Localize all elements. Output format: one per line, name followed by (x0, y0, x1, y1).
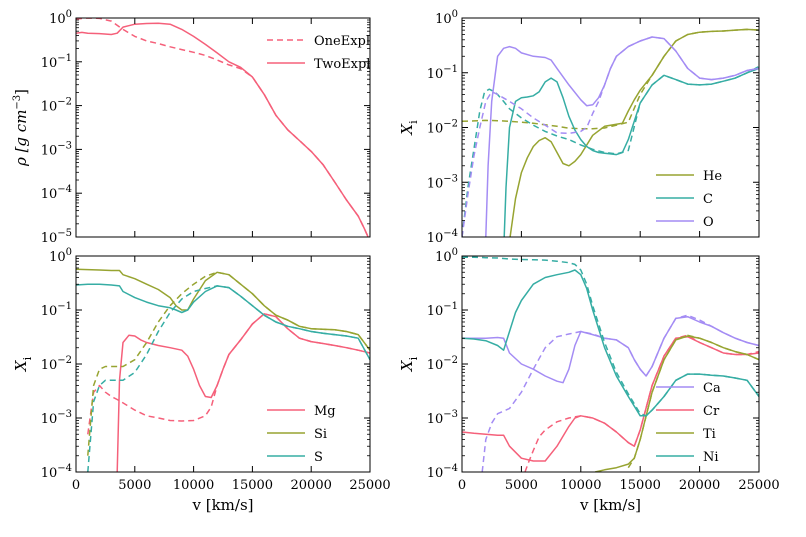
y-tick-label: 10−4 (41, 184, 72, 202)
y-tick-label: 10−4 (427, 463, 458, 481)
y-tick-label: 100 (49, 9, 72, 27)
series-line-o-solid (485, 36, 759, 237)
series-line-o-dashed (462, 36, 759, 237)
legend: He CO (656, 169, 722, 230)
x-tick-label: 20000 (679, 478, 720, 493)
y-tick-label: 10−3 (427, 409, 458, 427)
series-line-cr-dashed (524, 334, 759, 472)
series-line-oneexpl-dashed (76, 18, 369, 237)
x-tick-label: 25000 (349, 478, 390, 493)
legend-label-c: C (703, 192, 713, 207)
y-tick-label: 100 (435, 247, 458, 265)
y-tick-label: 10−4 (427, 228, 458, 246)
x-tick-label: 25000 (738, 478, 779, 493)
legend-label-si: Si (314, 427, 327, 442)
y-tick-label: 100 (435, 9, 458, 27)
series-line-ni-dashed (462, 256, 759, 417)
y-tick-label: 10−2 (427, 119, 458, 137)
series-line-ti-dashed (627, 334, 759, 469)
x-tick-label: 10000 (173, 478, 214, 493)
panel-bottom-right: 0 5000 10000 15000 20000 25000 100 10−1 10−2 10−3… (398, 247, 780, 514)
series-line-cr-solid (462, 335, 759, 462)
series-line-s-solid (76, 283, 370, 361)
y-tick-label: 10−1 (427, 301, 458, 319)
series-line-mg-solid (116, 313, 370, 472)
legend-label-cr: Cr (703, 404, 720, 419)
series-line-twoexpl-solid (76, 22, 369, 237)
y-tick-label: 10−1 (41, 301, 72, 319)
x-axis-label: v [km/s] (191, 496, 253, 514)
x-axis-label: v [km/s] (579, 496, 641, 514)
series-lines (462, 256, 759, 472)
x-tick-label: 5000 (505, 478, 538, 493)
series-lines (76, 268, 370, 472)
x-tick-label: 0 (458, 478, 466, 493)
legend-label-ni: Ni (703, 450, 719, 465)
y-tick-label: 10−2 (41, 97, 72, 115)
legend-label-oneexpl: OneExpl (314, 34, 370, 49)
y-tick-label: 100 (49, 247, 72, 265)
legend: Ca Cr Ti Ni (656, 381, 721, 465)
y-tick-label: 10−3 (41, 140, 72, 158)
plot-frame (75, 17, 371, 238)
y-tick-label: 10−3 (41, 409, 72, 427)
legend: OneExpl TwoExpl (267, 34, 370, 72)
legend-label-he: He (703, 169, 722, 184)
x-tick-label: 0 (72, 478, 80, 493)
series-line-he-solid (509, 28, 759, 237)
panel-top-left: 100 10−1 10−2 10−3 10−4 10−5 ρ [g cm−3] OneExpl… (12, 9, 371, 246)
legend-label-s: S (314, 450, 323, 465)
x-tick-label: 15000 (232, 478, 273, 493)
legend-label-ti: Ti (703, 427, 716, 442)
y-axis-label: ρ [g cm−3] (12, 89, 30, 167)
legend-label-o: O (703, 215, 714, 230)
legend: Mg Si S (267, 404, 336, 465)
legend-label-mg: Mg (314, 404, 336, 419)
y-tick-label: 10−5 (41, 228, 72, 246)
y-axis-label: Xi (398, 120, 420, 136)
series-line-c-solid (503, 67, 759, 237)
series-line-ca-dashed (481, 314, 759, 472)
legend-label-twoexpl: TwoExpl (314, 57, 370, 72)
x-tick-label: 15000 (620, 478, 661, 493)
legend-label-ca: Ca (703, 381, 721, 396)
y-tick-label: 10−2 (427, 355, 458, 373)
plot-frame (461, 17, 760, 238)
panel-top-right: 100 10−1 10−2 10−3 10−4 Xi He CO (398, 9, 760, 246)
x-tick-label: 5000 (118, 478, 151, 493)
x-tick-label: 20000 (291, 478, 332, 493)
series-line-c-dashed (462, 65, 759, 237)
y-tick-label: 10−1 (41, 53, 72, 71)
x-tick-label: 10000 (560, 478, 601, 493)
y-axis-label: Xi (12, 356, 34, 372)
panel-bottom-left: 0 5000 10000 15000 20000 25000 100 10−1 10−2 10−3… (12, 247, 391, 514)
y-tick-label: 10−2 (41, 355, 72, 373)
series-line-si-dashed (87, 271, 370, 456)
y-axis-label: Xi (398, 356, 420, 372)
y-tick-label: 10−1 (427, 64, 458, 82)
series-line-s-dashed (87, 285, 370, 472)
y-tick-label: 10−4 (41, 463, 72, 481)
series-lines (76, 18, 369, 237)
series-line-mg-dashed (87, 313, 370, 435)
series-line-ti-solid (594, 335, 759, 472)
series-lines (462, 28, 759, 237)
series-line-si-solid (76, 268, 370, 351)
y-tick-label: 10−3 (427, 173, 458, 191)
